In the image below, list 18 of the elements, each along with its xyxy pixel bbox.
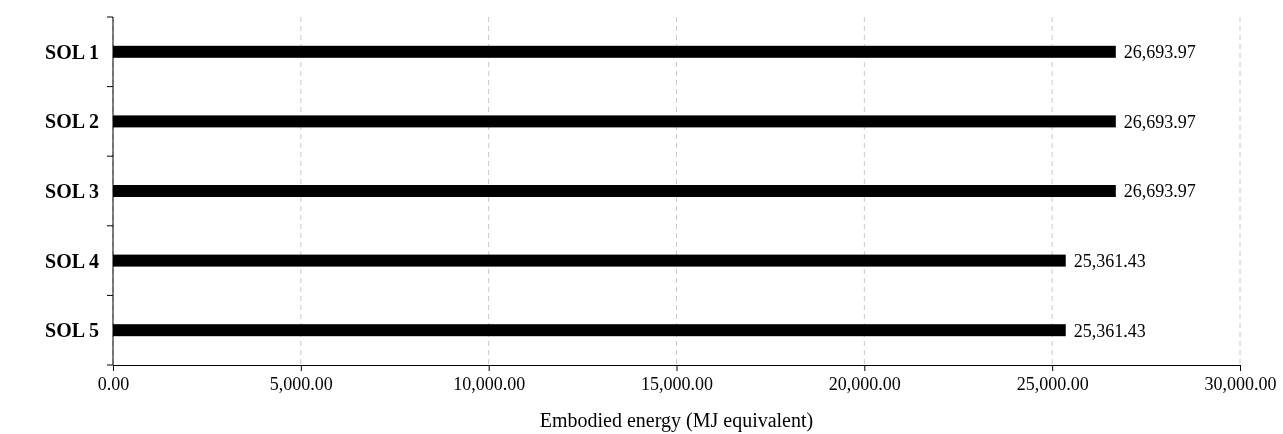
x-tick-label: 20,000.00 — [828, 374, 901, 395]
x-tick-label: 30,000.00 — [1204, 374, 1277, 395]
x-tick-label: 5,000.00 — [269, 374, 333, 395]
data-label: 26,693.97 — [1123, 181, 1196, 202]
x-tick-label: 25,000.00 — [1016, 374, 1089, 395]
x-axis-title: Embodied energy (MJ equivalent) — [539, 409, 814, 432]
data-label: 26,693.97 — [1123, 42, 1196, 63]
x-tick-label: 15,000.00 — [641, 374, 713, 395]
y-tick-label: SOL 5 — [45, 319, 99, 342]
data-label: 25,361.43 — [1073, 320, 1146, 341]
data-label: 25,361.43 — [1073, 250, 1146, 271]
y-tick-label: SOL 1 — [45, 40, 99, 63]
y-tick-label: SOL 3 — [45, 180, 99, 202]
y-tick-label: SOL 4 — [45, 249, 99, 272]
y-tick-label: SOL 2 — [45, 110, 99, 133]
x-tick-label: 0.00 — [97, 374, 130, 395]
x-tick-label: 10,000.00 — [453, 374, 526, 395]
data-label: 26,693.97 — [1123, 111, 1196, 132]
